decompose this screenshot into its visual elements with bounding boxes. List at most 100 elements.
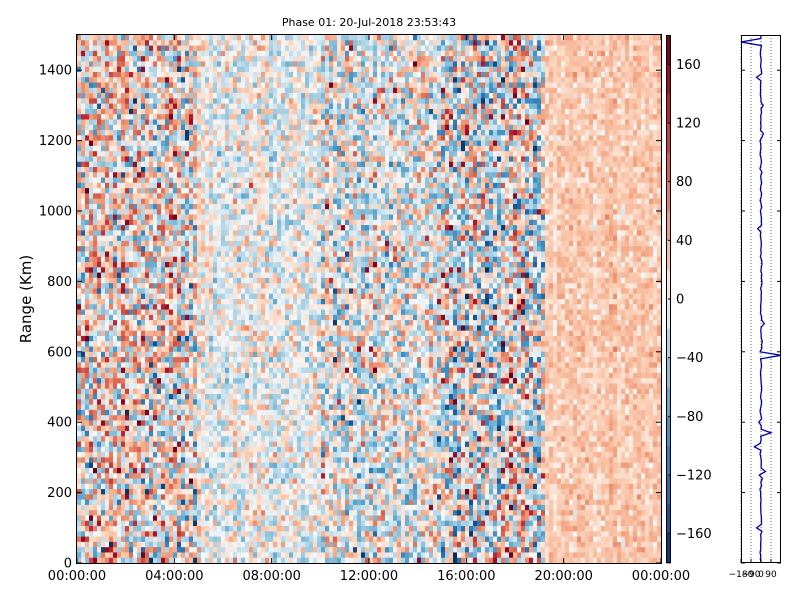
heatmap-cell bbox=[265, 256, 270, 263]
heatmap-cell bbox=[237, 299, 242, 305]
heatmap-cell bbox=[105, 372, 110, 379]
heatmap-cell bbox=[253, 415, 258, 421]
heatmap-cell bbox=[201, 156, 206, 163]
heatmap-cell bbox=[93, 198, 98, 205]
heatmap-cell bbox=[205, 114, 210, 120]
heatmap-cell bbox=[169, 246, 174, 252]
heatmap-cell bbox=[173, 547, 178, 553]
heatmap-cell bbox=[157, 531, 162, 537]
heatmap-cell bbox=[81, 209, 86, 215]
heatmap-cell bbox=[129, 314, 134, 321]
heatmap-cell bbox=[137, 156, 142, 163]
heatmap-cell bbox=[241, 262, 246, 268]
heatmap-cell bbox=[97, 288, 102, 295]
heatmap-cell bbox=[245, 504, 250, 511]
heatmap-cell bbox=[117, 304, 122, 310]
heatmap-cell bbox=[225, 504, 230, 511]
heatmap-cell bbox=[129, 288, 134, 295]
heatmap-cell bbox=[149, 378, 154, 384]
heatmap-cell bbox=[233, 467, 238, 474]
heatmap-cell bbox=[253, 277, 258, 284]
heatmap-cell bbox=[101, 557, 106, 564]
heatmap-cell bbox=[193, 478, 198, 485]
heatmap-cell bbox=[221, 45, 226, 52]
heatmap-cell bbox=[169, 167, 174, 173]
heatmap-cell bbox=[121, 489, 126, 495]
heatmap-cell bbox=[205, 235, 210, 242]
heatmap-cell bbox=[117, 235, 122, 242]
heatmap-cell bbox=[141, 452, 146, 458]
heatmap-cell bbox=[105, 77, 110, 83]
heatmap-cell bbox=[105, 478, 110, 485]
heatmap-cell bbox=[109, 93, 114, 99]
heatmap-cell bbox=[229, 193, 234, 200]
heatmap-cell bbox=[105, 499, 110, 506]
heatmap-cell bbox=[197, 225, 202, 231]
heatmap-cell bbox=[93, 431, 98, 437]
heatmap-cell bbox=[273, 156, 278, 163]
heatmap-cell bbox=[165, 388, 170, 395]
heatmap-cell bbox=[97, 103, 102, 110]
heatmap-cell bbox=[81, 214, 86, 221]
heatmap-cell bbox=[205, 45, 210, 52]
heatmap-cell bbox=[213, 415, 218, 421]
heatmap-cell bbox=[241, 188, 246, 194]
heatmap-cell bbox=[193, 98, 198, 104]
heatmap-cell bbox=[245, 177, 250, 184]
heatmap-cell bbox=[105, 203, 110, 210]
heatmap-cell bbox=[189, 404, 194, 411]
heatmap-cell bbox=[221, 124, 226, 131]
heatmap-cell bbox=[109, 394, 114, 400]
heatmap-cell bbox=[85, 156, 90, 163]
heatmap-cell bbox=[177, 394, 182, 400]
heatmap-cell bbox=[93, 441, 98, 448]
heatmap-cell bbox=[161, 547, 166, 553]
heatmap-cell bbox=[161, 240, 166, 247]
heatmap-cell bbox=[185, 541, 190, 548]
heatmap-cell bbox=[169, 235, 174, 242]
heatmap-cell bbox=[121, 441, 126, 448]
heatmap-cell bbox=[165, 71, 170, 78]
heatmap-cell bbox=[261, 341, 266, 347]
heatmap-cell bbox=[113, 541, 118, 548]
heatmap-cell bbox=[233, 71, 238, 78]
heatmap-cell bbox=[229, 436, 234, 442]
heatmap-cell bbox=[237, 140, 242, 147]
heatmap-cell bbox=[165, 272, 170, 279]
heatmap-cell bbox=[117, 40, 122, 46]
heatmap-cell bbox=[81, 40, 86, 46]
heatmap-cell bbox=[189, 351, 194, 358]
heatmap-cell bbox=[201, 357, 206, 363]
heatmap-cell bbox=[265, 452, 270, 458]
heatmap-cell bbox=[237, 103, 242, 110]
heatmap-cell bbox=[121, 151, 126, 157]
heatmap-cell bbox=[265, 388, 270, 395]
heatmap-cell bbox=[149, 240, 154, 247]
heatmap-cell bbox=[245, 304, 250, 310]
heatmap-cell bbox=[209, 383, 214, 390]
heatmap-cell bbox=[205, 378, 210, 384]
heatmap-cell bbox=[257, 151, 262, 157]
heatmap-cell bbox=[153, 61, 158, 68]
heatmap-cell bbox=[85, 251, 90, 258]
heatmap-cell bbox=[197, 177, 202, 184]
heatmap-cell bbox=[233, 203, 238, 210]
heatmap-cell bbox=[161, 346, 166, 353]
heatmap-cell bbox=[213, 325, 218, 332]
heatmap-cell bbox=[133, 277, 138, 284]
heatmap-cell bbox=[261, 420, 266, 427]
heatmap-cell bbox=[141, 198, 146, 205]
heatmap-cell bbox=[185, 124, 190, 131]
heatmap-cell bbox=[137, 119, 142, 126]
heatmap-cell bbox=[185, 483, 190, 490]
heatmap-cell bbox=[77, 462, 82, 469]
heatmap-cell bbox=[109, 351, 114, 358]
heatmap-cell bbox=[77, 156, 82, 163]
heatmap-cell bbox=[157, 40, 162, 46]
heatmap-cell bbox=[197, 203, 202, 210]
heatmap-cell bbox=[105, 557, 110, 564]
heatmap-cell bbox=[81, 367, 86, 374]
heatmap-cell bbox=[81, 103, 86, 110]
heatmap-cell bbox=[101, 325, 106, 332]
heatmap-cell bbox=[173, 425, 178, 432]
